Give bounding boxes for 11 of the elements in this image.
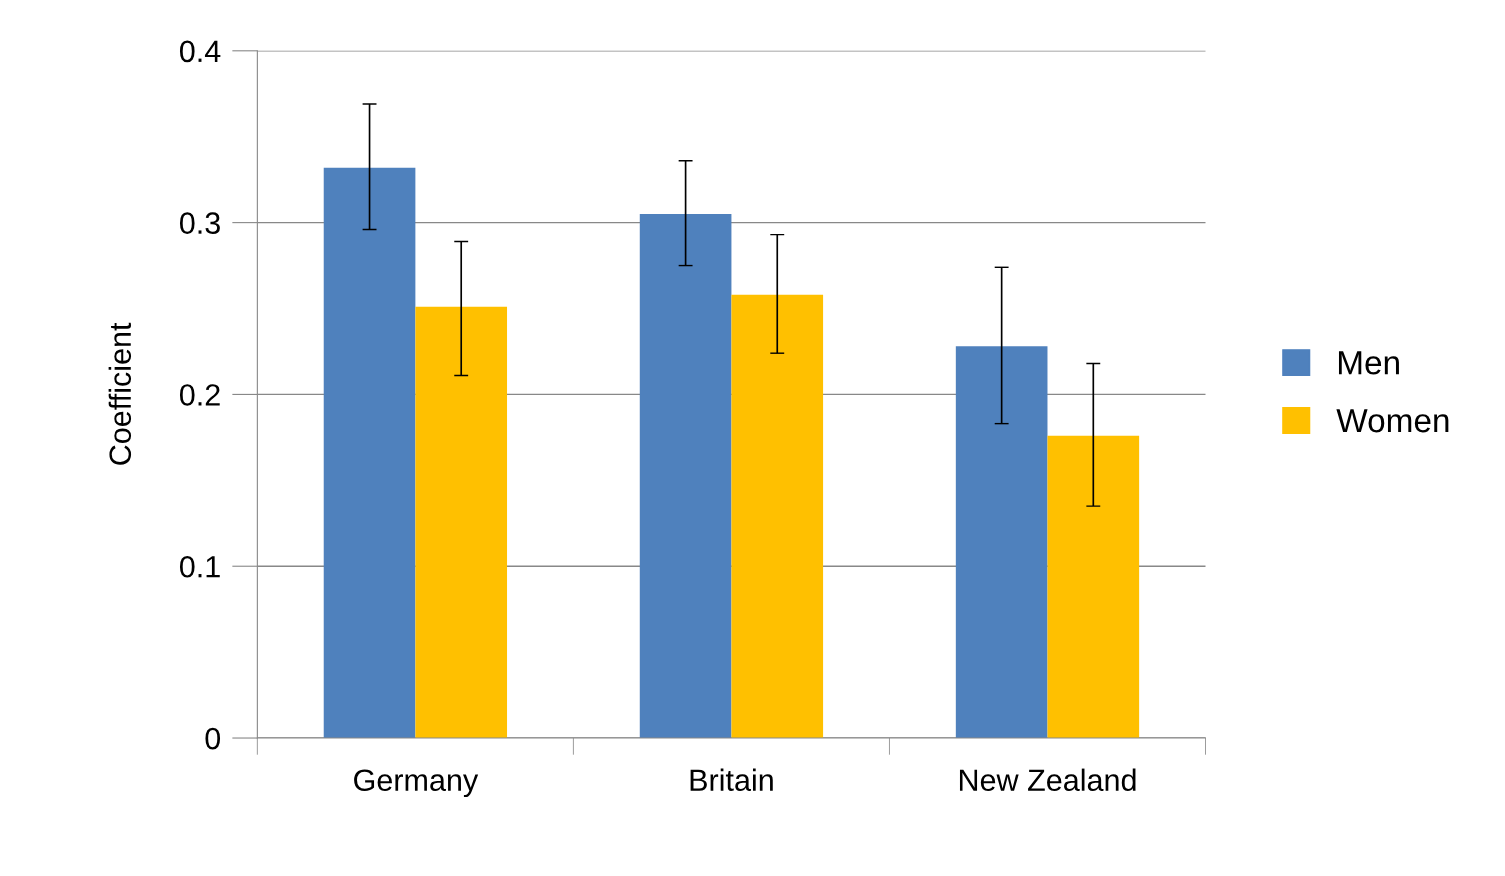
y-tick-label: 0.4 <box>179 40 221 63</box>
legend-label: Women <box>1336 409 1449 433</box>
y-tick-label: 0.2 <box>179 384 220 406</box>
legend-label: Men <box>1338 351 1399 375</box>
y-axis-title: Coefficient <box>108 322 132 465</box>
y-tick-label: 0.1 <box>179 555 220 578</box>
y-tick-label: 0.3 <box>179 212 220 234</box>
x-tick-label: Britain <box>690 768 773 792</box>
x-tick-label: New Zealand <box>959 768 1136 792</box>
y-tick-label: 0 <box>205 727 221 750</box>
x-tick-label: Germany <box>354 769 479 798</box>
